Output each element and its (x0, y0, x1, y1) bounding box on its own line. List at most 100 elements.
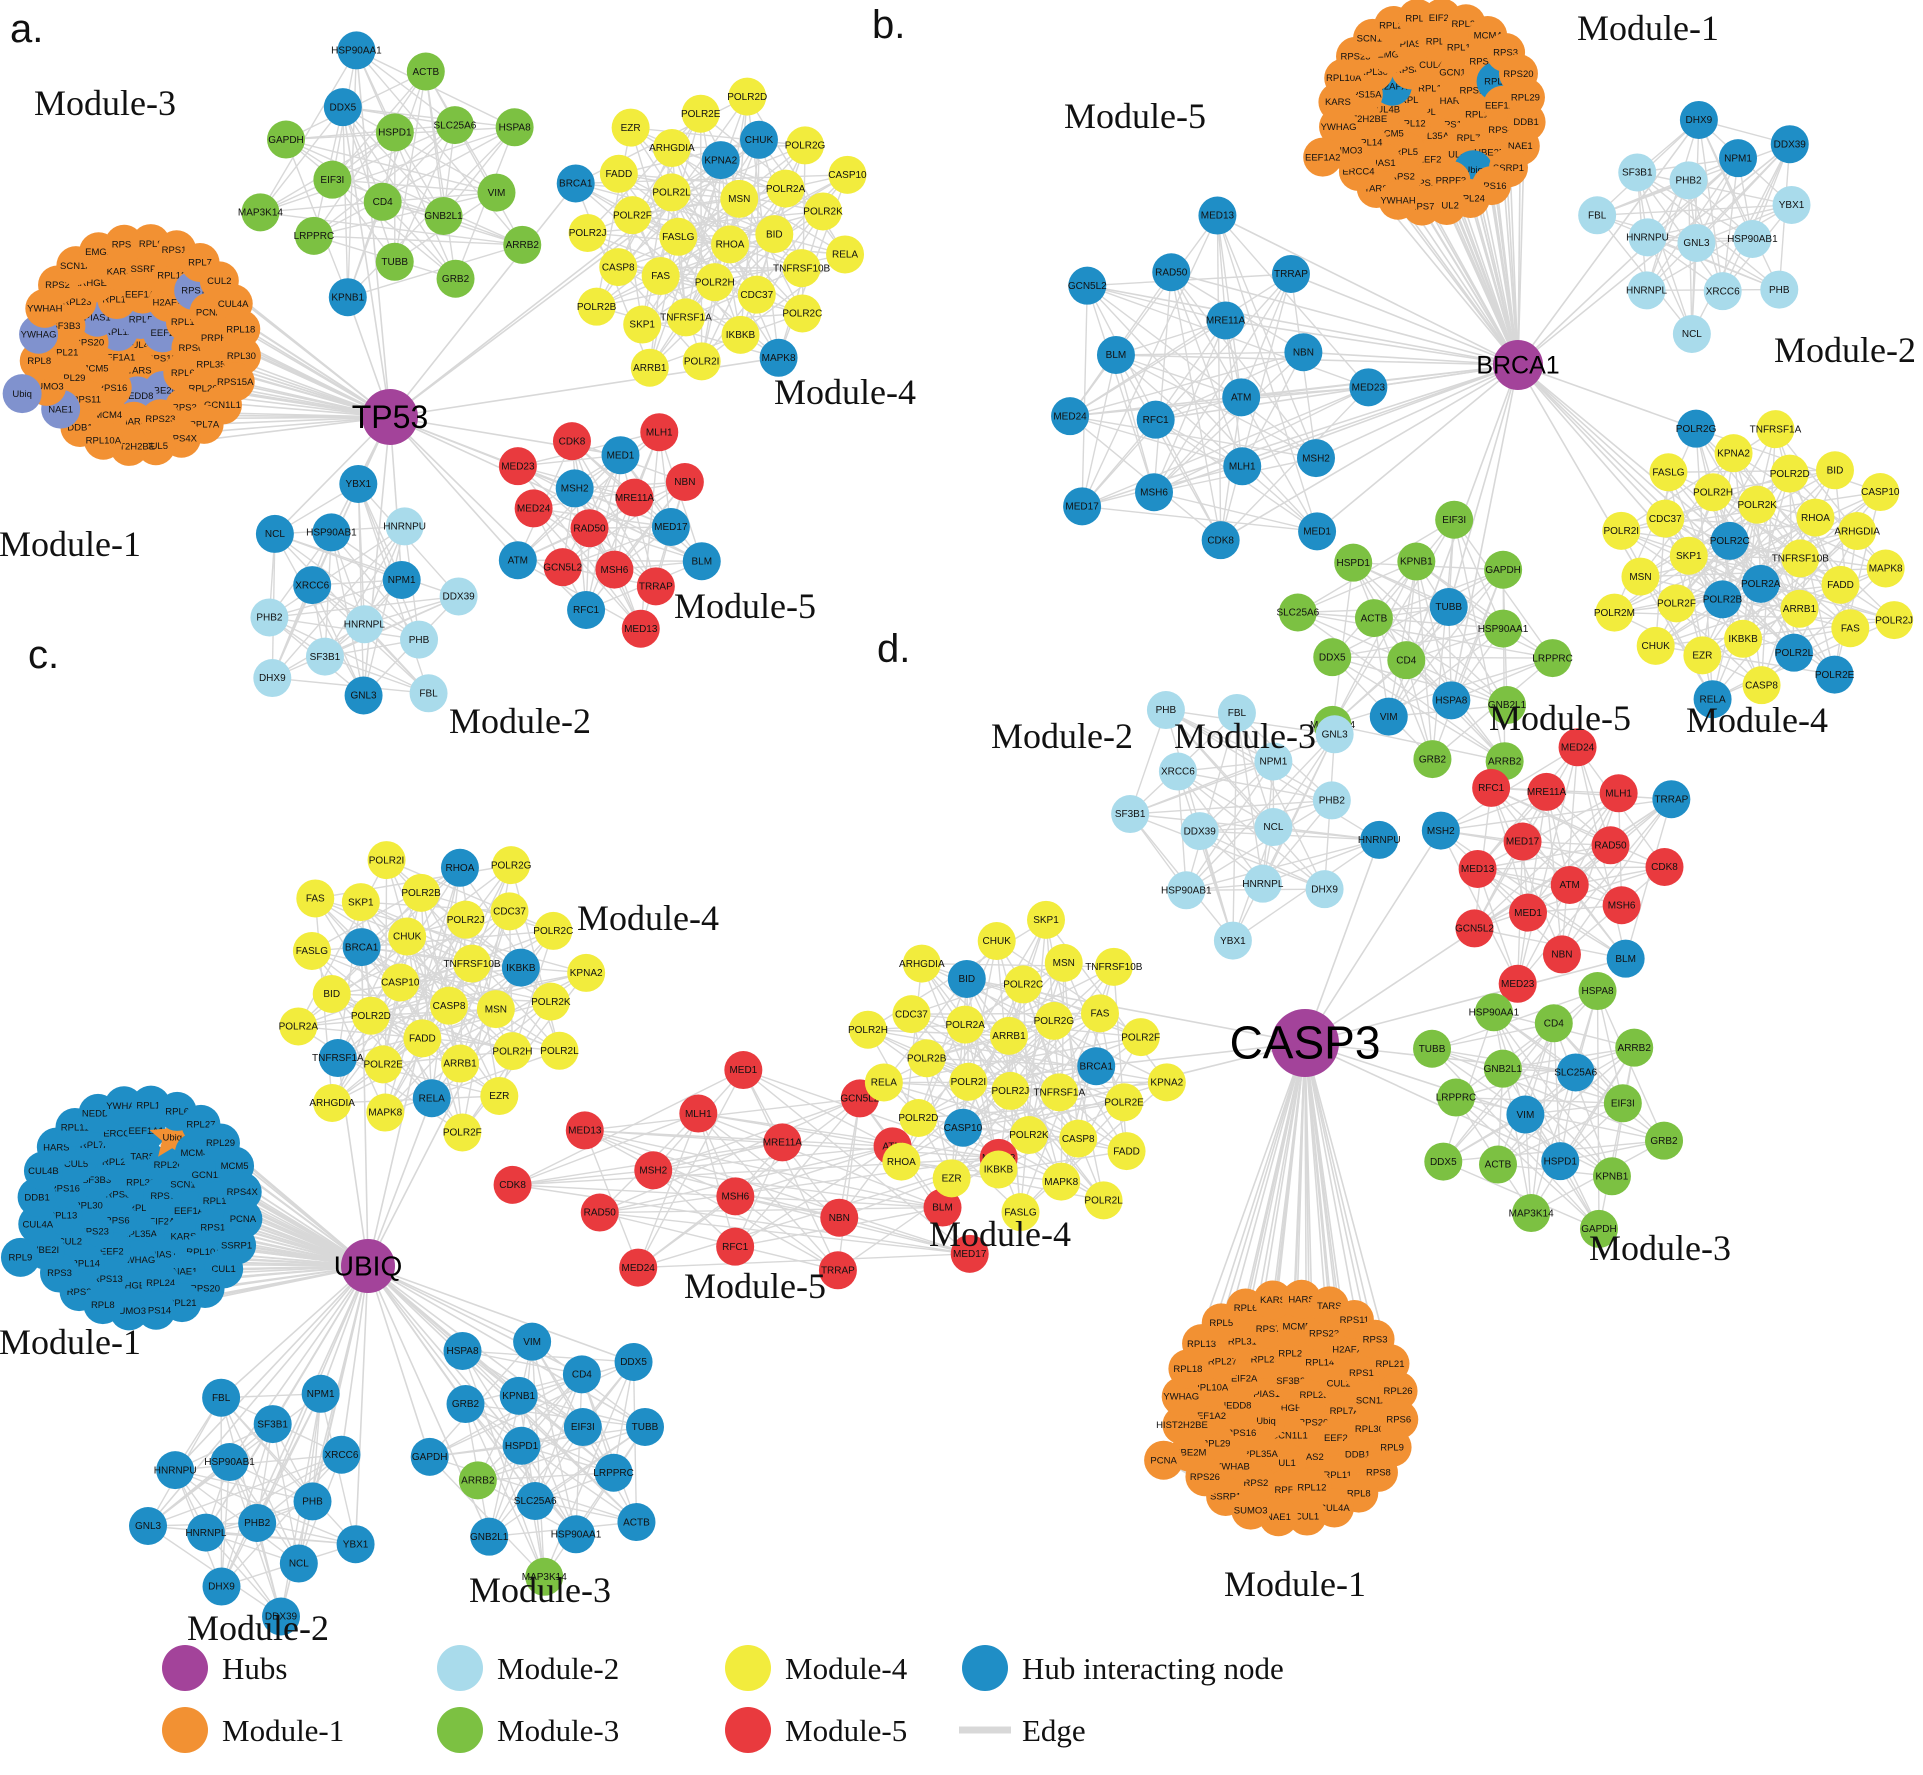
edge (1087, 284, 1519, 366)
node-KPNA2: KPNA2 (567, 953, 606, 992)
node-SKP1: SKP1 (341, 883, 380, 922)
edge (867, 1029, 1010, 1037)
edge (1431, 1048, 1526, 1116)
edge (220, 1265, 369, 1399)
hub-node-UBIQ: UBIQ (334, 1239, 402, 1293)
edge (1645, 180, 1690, 291)
edge (314, 897, 560, 1052)
node-XRCC6: XRCC6 (1703, 272, 1742, 311)
node-MLH1: MLH1 (640, 413, 679, 452)
node-FBL: FBL (1578, 196, 1617, 235)
node-CDC37: CDC37 (737, 275, 776, 314)
node-HNRNPU: HNRNPU (383, 507, 426, 546)
edge (1352, 562, 1506, 762)
edge (477, 1373, 583, 1481)
legend-label: Module-3 (497, 1713, 619, 1748)
node-TRRAP: TRRAP (1271, 254, 1310, 293)
node-RAD50: RAD50 (580, 1193, 619, 1232)
edge (385, 859, 463, 1133)
edge (640, 481, 686, 629)
edge (839, 1157, 999, 1219)
edge (174, 1469, 300, 1565)
node-SKP1: SKP1 (623, 305, 662, 344)
edge (1185, 761, 1274, 891)
edge (637, 1195, 736, 1269)
edge (637, 1113, 699, 1268)
node-MAPK8: MAPK8 (1866, 549, 1905, 588)
legend-label: Hub interacting node (1022, 1651, 1284, 1686)
node-GNL3: GNL3 (1677, 223, 1716, 262)
node-HSPA8: HSPA8 (1578, 972, 1617, 1011)
edge (859, 1098, 971, 1255)
edge (1315, 364, 1519, 459)
edge (285, 124, 455, 141)
edge (342, 106, 445, 217)
edge (331, 864, 512, 1104)
edge (1019, 919, 1047, 1213)
node-SLC25A6: SLC25A6 (1276, 593, 1320, 632)
edge (1236, 712, 1264, 884)
edge (543, 1426, 646, 1578)
node-SF3B1: SF3B1 (305, 637, 344, 676)
legend-item-hubs: Hubs (162, 1645, 287, 1691)
node-ACTB: ACTB (406, 52, 445, 91)
node-NCL: NCL (279, 1544, 318, 1583)
node-CD4: CD4 (1534, 1004, 1573, 1043)
edge (729, 174, 848, 245)
edge (638, 1253, 970, 1269)
node-MSH2: MSH2 (1296, 439, 1335, 478)
edge (1440, 829, 1665, 868)
edge (259, 106, 344, 213)
edge (389, 416, 703, 562)
edge (1553, 1022, 1665, 1142)
node-CASP8: CASP8 (1059, 1119, 1098, 1158)
edge (1236, 712, 1326, 890)
edge (962, 1065, 1097, 1129)
edge (729, 243, 846, 256)
node-EZR: EZR (611, 108, 650, 147)
legend-item-module-4: Module-4 (725, 1645, 908, 1691)
node-ATM: ATM (1222, 378, 1261, 417)
edge (311, 584, 365, 696)
edge (355, 49, 523, 246)
edge (1545, 791, 1563, 955)
node-VIM: VIM (1506, 1095, 1545, 1134)
node-MSN: MSN (1621, 557, 1660, 596)
edge (1455, 1096, 1665, 1142)
module-label-module-3: Module-3 (1174, 716, 1316, 756)
edge (531, 1341, 615, 1474)
edge (1516, 747, 1579, 984)
edge (332, 178, 497, 194)
edge (1431, 1048, 1665, 1142)
node-IKBKB: IKBKB (721, 315, 760, 354)
edge (517, 454, 621, 561)
edge (1561, 798, 1672, 955)
node-HNRNPU: HNRNPU (154, 1451, 197, 1490)
edge (1647, 204, 1792, 239)
edge (1490, 185, 1519, 366)
panel-letter: b. (872, 3, 905, 47)
edge (867, 1029, 1167, 1084)
edge (512, 1112, 699, 1186)
node-VIM: VIM (1369, 697, 1408, 736)
edge (1009, 1090, 1105, 1201)
node-CHUK: CHUK (739, 120, 778, 159)
edge (1153, 396, 1242, 493)
edge (1304, 1042, 1376, 1340)
edge (1185, 799, 1333, 891)
node-DDX39: DDX39 (1770, 125, 1809, 164)
edge (1297, 611, 1407, 661)
node-GRB2: GRB2 (446, 1385, 485, 1424)
node-CD4: CD4 (363, 182, 402, 221)
node-YBX1: YBX1 (1772, 185, 1811, 224)
node-FADD: FADD (1821, 565, 1860, 604)
node-NBN: NBN (665, 463, 704, 502)
node-RELA: RELA (864, 1063, 903, 1102)
node-IKBKB: IKBKB (979, 1150, 1018, 1189)
edge (382, 191, 497, 203)
node-MAP3K14: MAP3K14 (238, 193, 283, 232)
edge (465, 1403, 646, 1428)
edge (512, 1157, 999, 1186)
edge (1170, 272, 1222, 541)
module-label-module-1: Module-1 (0, 1322, 141, 1362)
